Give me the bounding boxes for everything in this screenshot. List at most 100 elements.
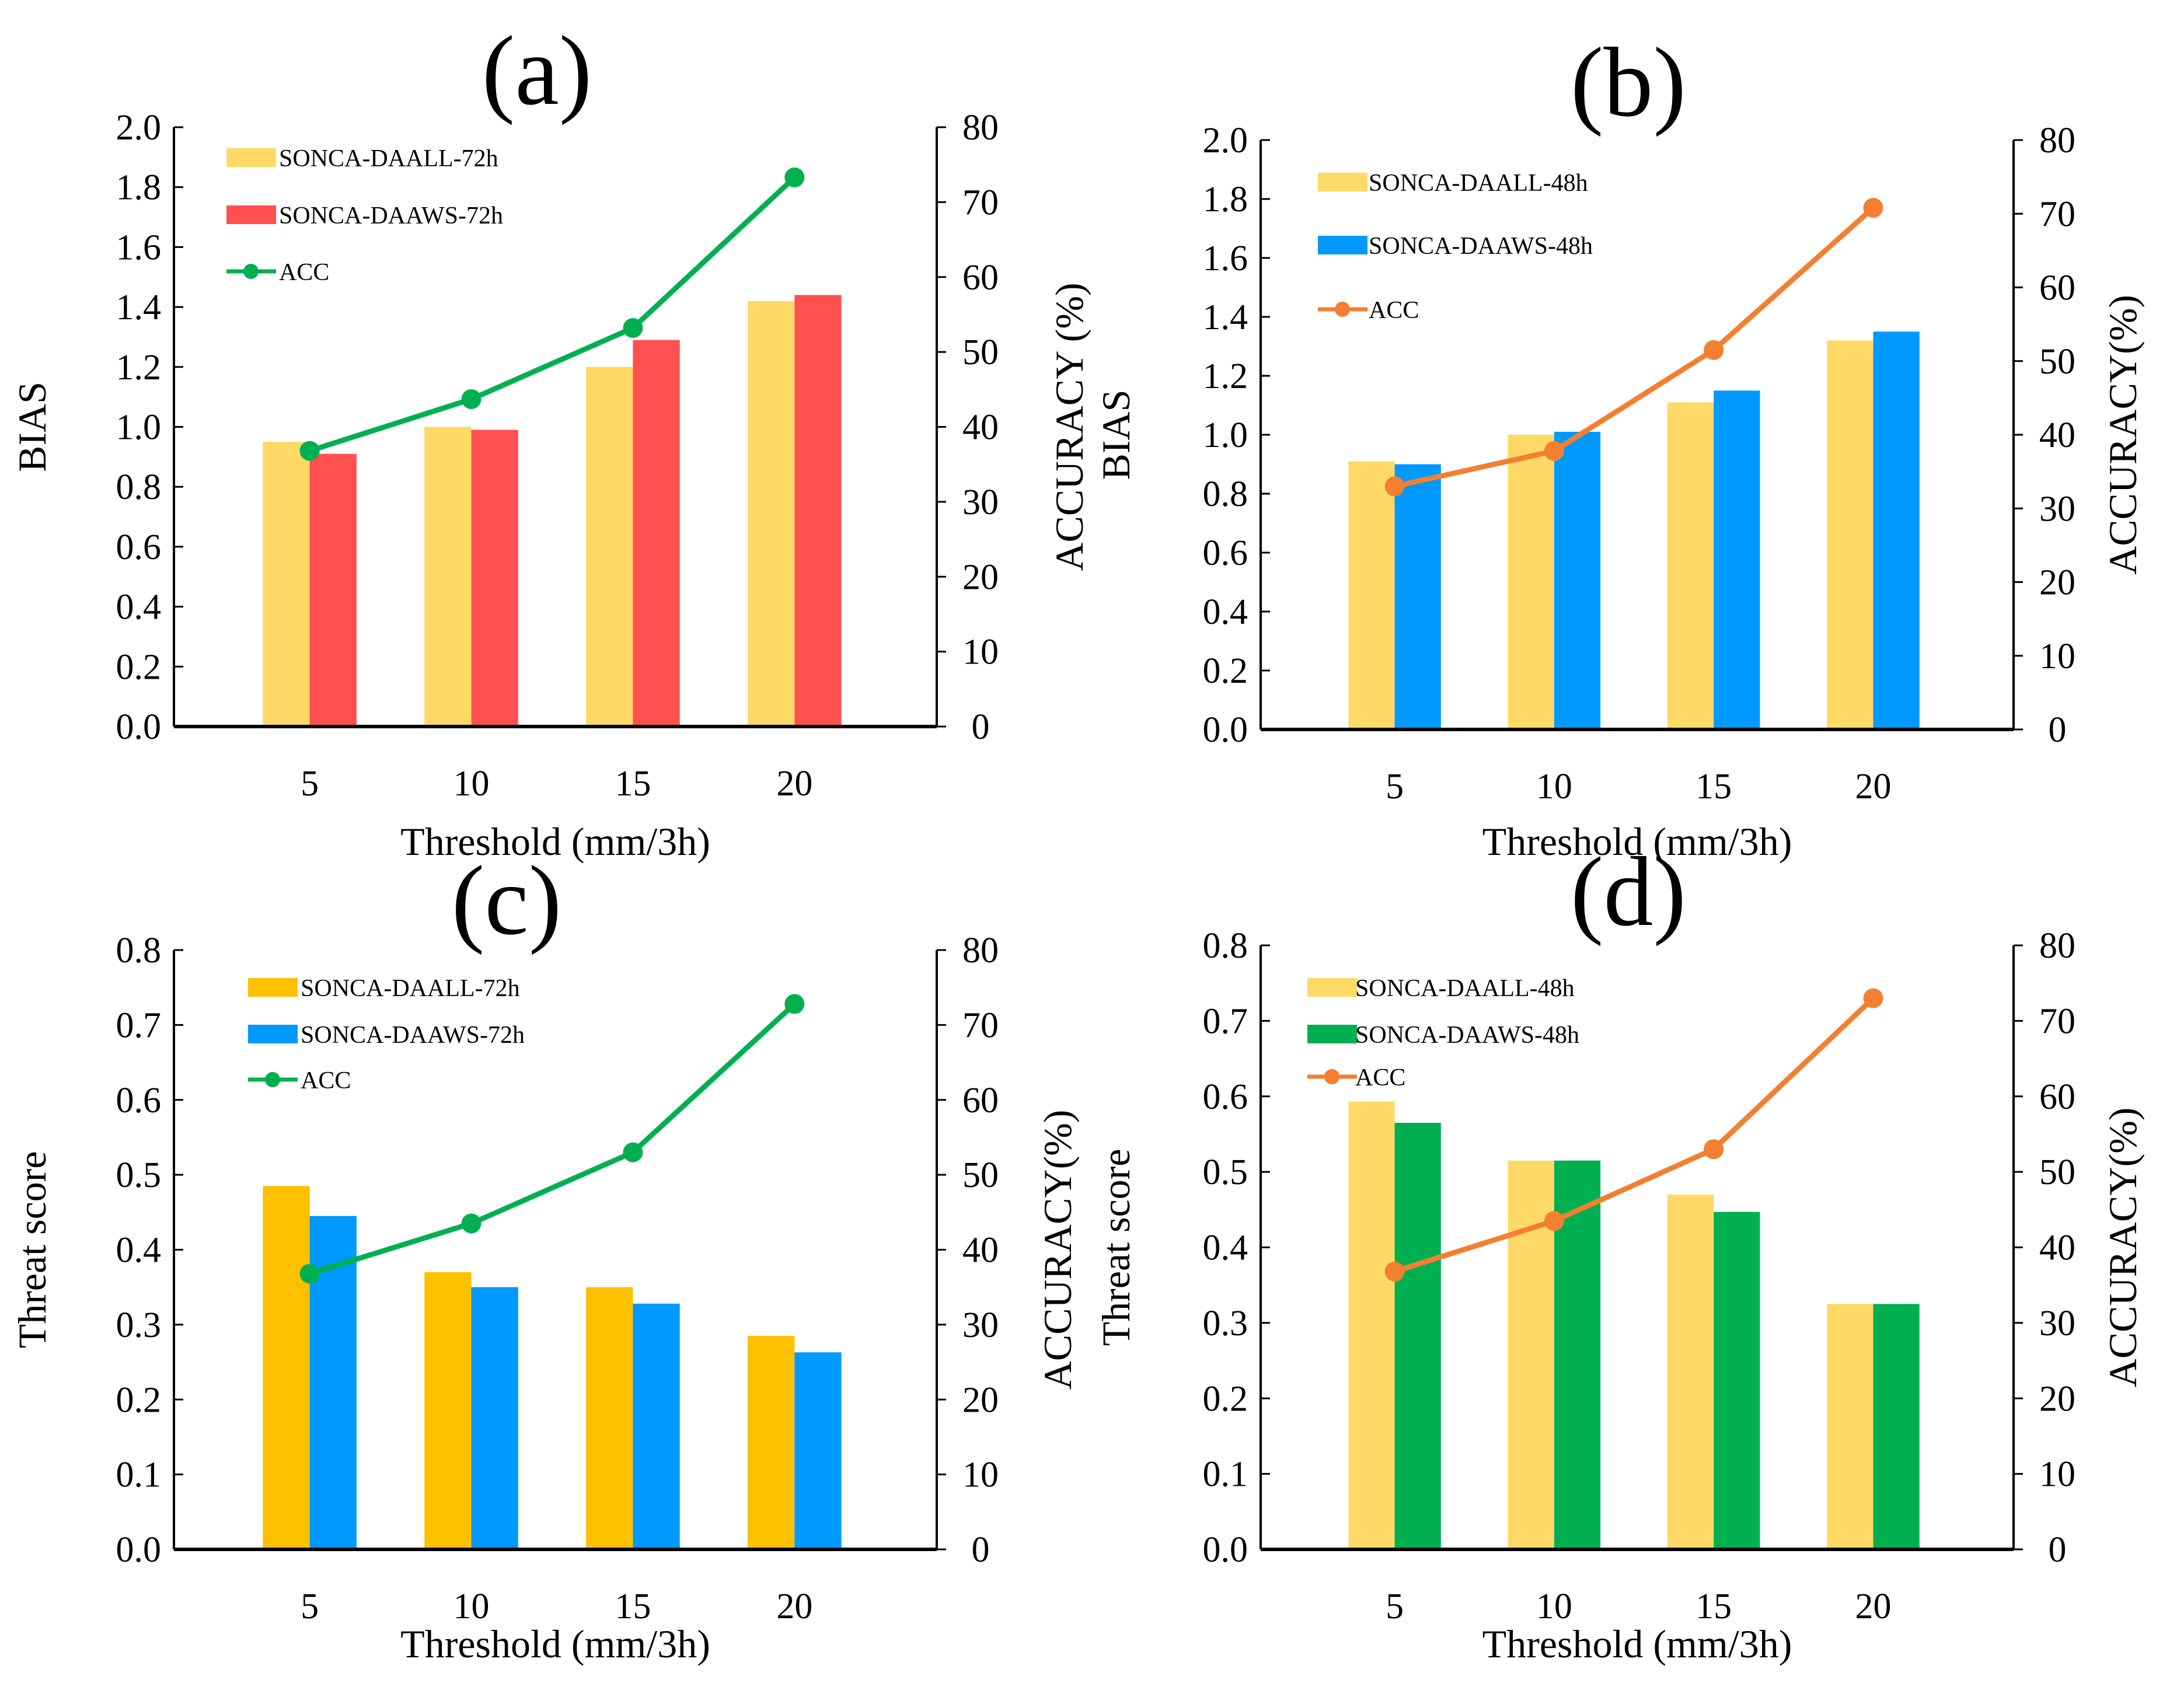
x-tick-label: 10	[1536, 767, 1572, 806]
bar-SONCA-DAAWS-48h-20	[1873, 331, 1920, 729]
chart-panel-2: (b) 0.0 0.2 0.4 0.6 0.8 1.0 1.2 1.4 1.6 1.8 2.0 0 10 2…	[1094, 27, 2145, 864]
panel-label: (c)	[452, 846, 562, 955]
legend-marker-acc	[243, 264, 259, 279]
chart-panel-3: (c) 0.0 0.1 0.2 0.3 0.4 0.5 0.6 0.7 0.8 0 10 20 30 40 5…	[10, 846, 1080, 1666]
y-tick-label: 0.2	[116, 647, 162, 687]
chart-panel-4: (d) 0.0 0.1 0.2 0.3 0.4 0.5 0.6 0.7 0.8 0 10 20 30 40 5…	[1094, 837, 2145, 1666]
legend-label: ACC	[1355, 1064, 1405, 1091]
y-right-tick-label: 70	[962, 183, 999, 222]
y-tick-label: 1.2	[116, 348, 162, 387]
legend-label: SONCA-DAAWS-72h	[301, 1022, 525, 1049]
y-tick-label: 0.2	[1203, 1379, 1248, 1419]
legend-swatch-SONCA-DAALL-48h	[1318, 173, 1367, 191]
y-right-tick-label: 60	[962, 1081, 999, 1120]
y-right-tick-label: 70	[962, 1005, 999, 1045]
y-right-axis-title: ACCURACY(%)	[2101, 295, 2145, 575]
y-tick-label: 1.6	[1203, 239, 1248, 278]
y-tick-label: 0.5	[116, 1155, 162, 1195]
bar-SONCA-DAALL-72h-10	[424, 427, 472, 727]
acc-line	[1394, 205, 1875, 489]
y-right-tick-label: 0	[972, 707, 990, 747]
y-axis-title: Threat score	[1094, 1149, 1138, 1346]
acc-point-20	[784, 167, 805, 188]
bar-SONCA-DAALL-72h-5	[263, 1186, 310, 1549]
x-tick-label: 15	[615, 764, 651, 804]
y-right-tick-label: 30	[962, 483, 999, 522]
acc-point-20	[1863, 988, 1883, 1008]
y-right-tick-label: 60	[2039, 268, 2075, 308]
y-tick-label: 0.2	[1203, 651, 1248, 691]
y-tick-label: 0.8	[1203, 474, 1248, 514]
y-right-tick-label: 30	[2039, 1304, 2075, 1343]
y-right-tick-label: 10	[2039, 1455, 2075, 1495]
legend-swatch-SONCA-DAAWS-48h	[1307, 1025, 1357, 1043]
y-right-tick-label: 0	[972, 1530, 990, 1570]
bar-SONCA-DAAWS-48h-15	[1714, 390, 1760, 729]
bar-SONCA-DAALL-48h-10	[1508, 435, 1554, 729]
bar-SONCA-DAAWS-48h-20	[1873, 1304, 1920, 1549]
bar-SONCA-DAAWS-72h-15	[633, 1303, 680, 1549]
legend-swatch-SONCA-DAALL-72h	[226, 148, 276, 167]
y-right-tick-label: 40	[962, 408, 999, 448]
bar-SONCA-DAALL-48h-5	[1348, 1101, 1395, 1549]
x-axis-title: Threshold (mm/3h)	[400, 1622, 710, 1666]
bar-SONCA-DAALL-72h-20	[748, 301, 795, 727]
y-tick-label: 0.6	[116, 528, 162, 567]
y-right-tick-label: 80	[962, 931, 999, 970]
y-right-tick-label: 0	[2049, 710, 2067, 750]
legend-marker-acc	[1324, 1069, 1339, 1084]
y-right-tick-label: 20	[962, 557, 999, 597]
y-tick-label: 0.3	[1203, 1304, 1248, 1343]
bar-SONCA-DAAWS-48h-15	[1714, 1211, 1760, 1549]
y-tick-label: 0.1	[1203, 1455, 1248, 1495]
y-right-axis-title: ACCURACY(%)	[1035, 1110, 1080, 1390]
y-right-tick-label: 80	[962, 108, 999, 148]
legend-swatch-SONCA-DAALL-72h	[248, 978, 298, 997]
y-tick-label: 0.0	[116, 1530, 162, 1570]
y-right-tick-label: 50	[962, 333, 999, 372]
bar-SONCA-DAALL-48h-5	[1348, 461, 1395, 729]
y-tick-label: 0.0	[1203, 1530, 1248, 1570]
y-tick-label: 0.4	[116, 1231, 162, 1270]
bar-SONCA-DAALL-48h-20	[1827, 1304, 1874, 1549]
bar-SONCA-DAAWS-72h-10	[471, 430, 518, 727]
legend-label: ACC	[1369, 297, 1419, 324]
x-tick-label: 20	[776, 1587, 812, 1626]
x-axis-title: Threshold (mm/3h)	[400, 819, 710, 864]
acc-point-5	[1384, 1261, 1405, 1282]
y-right-tick-label: 10	[962, 633, 999, 672]
bar-SONCA-DAAWS-48h-5	[1394, 464, 1441, 729]
y-tick-label: 0.7	[1203, 1001, 1248, 1041]
y-right-axis-title: ACCURACY (%)	[1047, 282, 1091, 571]
acc-point-15	[1704, 340, 1724, 360]
bar-SONCA-DAAWS-48h-10	[1554, 431, 1601, 729]
bar-SONCA-DAAWS-72h-15	[633, 340, 680, 727]
bar-SONCA-DAAWS-48h-5	[1394, 1123, 1441, 1549]
y-tick-label: 0.6	[116, 1081, 162, 1120]
bar-SONCA-DAALL-72h-15	[586, 1287, 633, 1549]
y-right-tick-label: 50	[2039, 1153, 2075, 1192]
y-right-tick-label: 50	[2039, 342, 2075, 382]
bar-SONCA-DAAWS-72h-20	[794, 295, 842, 727]
x-tick-label: 20	[1855, 1587, 1891, 1626]
legend-label: SONCA-DAALL-48h	[1355, 975, 1575, 1002]
y-tick-label: 1.4	[1203, 298, 1248, 337]
y-tick-label: 2.0	[1203, 121, 1248, 160]
y-right-tick-label: 30	[962, 1305, 999, 1345]
acc-point-10	[1544, 441, 1564, 461]
x-tick-label: 10	[453, 1587, 490, 1626]
legend-label: SONCA-DAALL-48h	[1369, 170, 1588, 197]
y-tick-label: 0.4	[116, 588, 162, 627]
acc-point-5	[299, 441, 320, 461]
x-tick-label: 10	[453, 764, 490, 804]
bar-SONCA-DAALL-48h-20	[1827, 340, 1874, 729]
legend-swatch-SONCA-DAAWS-72h	[226, 205, 276, 224]
x-tick-label: 5	[301, 1587, 319, 1626]
y-tick-label: 0.4	[1203, 592, 1248, 632]
legend-label: SONCA-DAAWS-72h	[279, 202, 503, 229]
acc-point-5	[1384, 476, 1405, 497]
y-right-tick-label: 40	[2039, 415, 2075, 455]
bar-SONCA-DAALL-72h-15	[586, 366, 633, 727]
x-axis-title: Threshold (mm/3h)	[1482, 1622, 1792, 1666]
